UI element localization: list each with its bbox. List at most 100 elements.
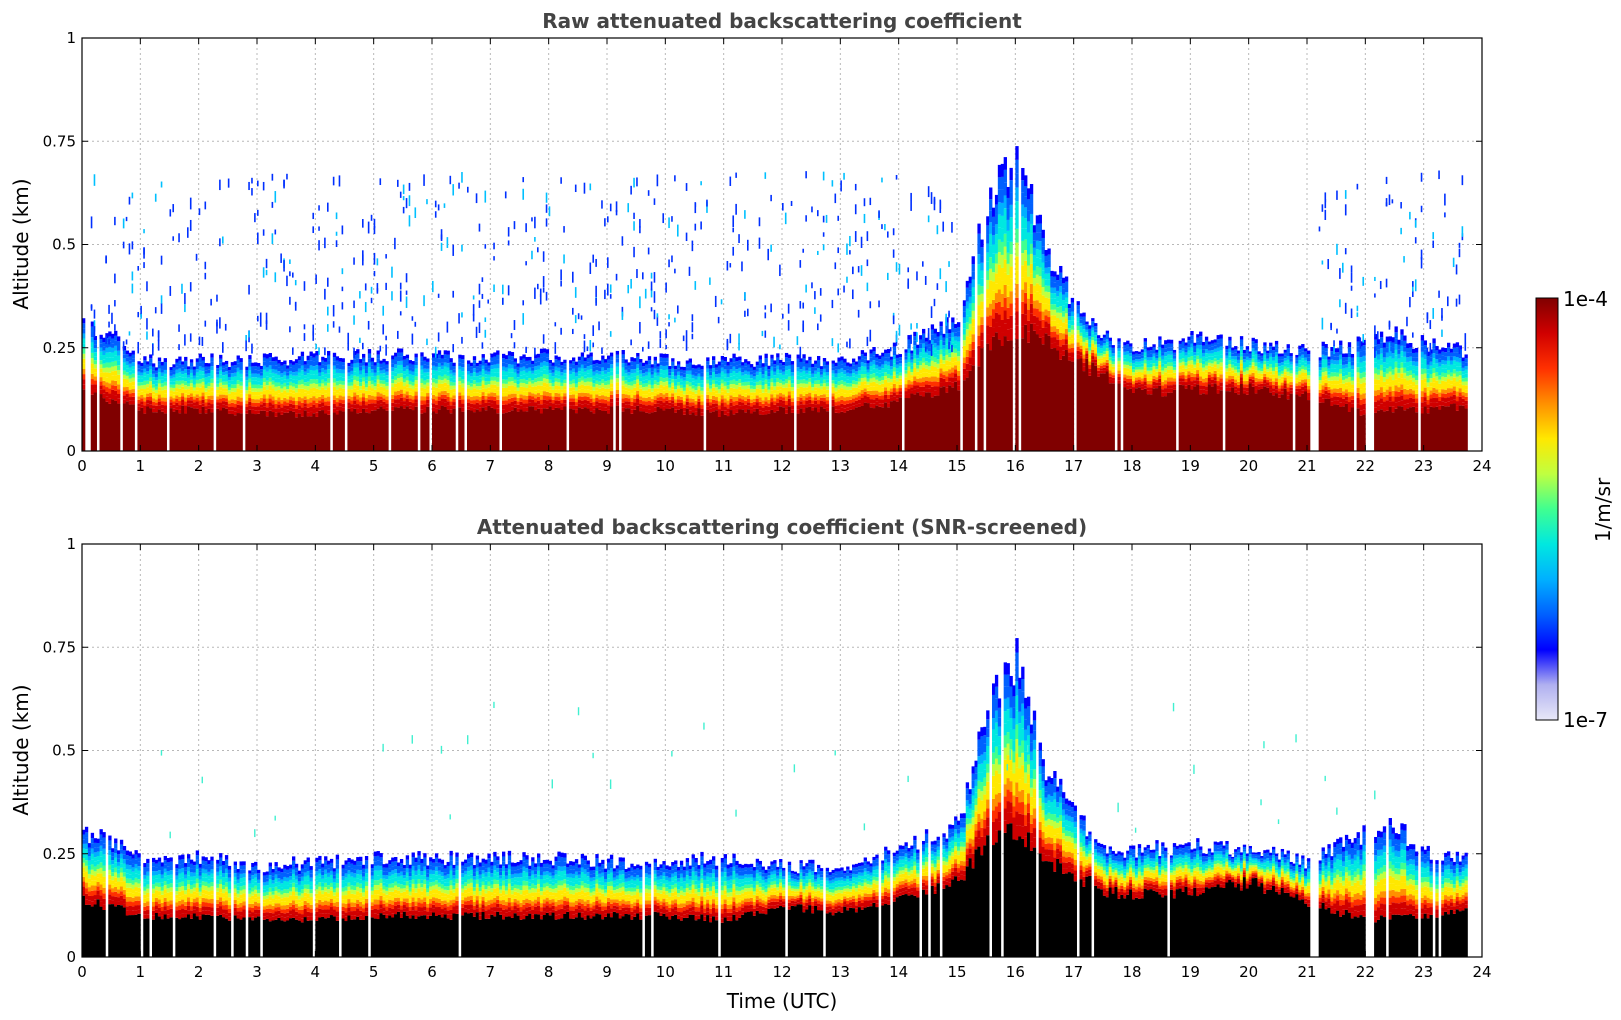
heatmap-cell (321, 406, 325, 411)
heatmap-cell (849, 250, 851, 255)
heatmap-cell (866, 393, 870, 397)
heatmap-cell (268, 398, 272, 403)
heatmap-cell (659, 361, 663, 366)
heatmap-cell (869, 403, 873, 408)
heatmap-cell (397, 348, 401, 353)
heatmap-cell (478, 386, 482, 390)
heatmap-cell (627, 381, 631, 386)
heatmap-cell (504, 359, 509, 364)
heatmap-cell (362, 357, 366, 362)
heatmap-cell (306, 394, 310, 400)
heatmap-cell (172, 364, 176, 368)
heatmap-cell (598, 402, 602, 407)
heatmap-cell (102, 393, 106, 399)
heatmap-cell (458, 377, 462, 381)
heatmap-cell (496, 354, 500, 360)
heatmap-cell (627, 398, 631, 402)
heatmap-cell (219, 378, 223, 383)
heatmap-cell (394, 383, 398, 388)
heatmap-cell (321, 398, 325, 403)
heatmap-cell (531, 389, 535, 394)
heatmap-cell (642, 383, 646, 388)
heatmap-cell (863, 373, 867, 378)
heatmap-cell (796, 354, 800, 359)
heatmap-cell (971, 279, 975, 288)
heatmap-cell (420, 369, 424, 375)
heatmap-cell (394, 391, 398, 396)
heatmap-cell (624, 376, 628, 381)
heatmap-cell (758, 217, 761, 227)
heatmap-cell (860, 382, 865, 387)
heatmap-cell (834, 402, 838, 406)
heatmap-cell (131, 373, 135, 378)
heatmap-cell (446, 401, 450, 406)
heatmap-cell (595, 363, 599, 367)
heatmap-cell (712, 391, 716, 396)
heatmap-cell (563, 393, 567, 397)
heatmap-cell (353, 350, 357, 356)
heatmap-cell (510, 393, 515, 398)
heatmap-cell (502, 353, 506, 359)
heatmap-cell (178, 413, 182, 451)
heatmap-cell (181, 370, 185, 375)
heatmap-cell (178, 380, 182, 385)
heatmap-cell (691, 405, 695, 410)
heatmap-cell (274, 395, 278, 400)
heatmap-cell (609, 398, 614, 403)
heatmap-cell (735, 408, 739, 413)
heatmap-cell (682, 390, 687, 395)
heatmap-cell (994, 243, 999, 254)
heatmap-cell (840, 384, 844, 389)
heatmap-cell (283, 367, 287, 372)
heatmap-cell (799, 361, 803, 366)
heatmap-cell (522, 374, 526, 379)
heatmap-cell (852, 365, 856, 370)
heatmap-cell (391, 379, 395, 384)
heatmap-cell (881, 352, 885, 357)
heatmap-cell (834, 373, 838, 378)
heatmap-cell (577, 396, 582, 401)
heatmap-cell (157, 394, 162, 399)
heatmap-cell (286, 368, 290, 373)
heatmap-cell (904, 356, 908, 360)
heatmap-cell (507, 385, 512, 391)
heatmap-cell (207, 363, 211, 367)
heatmap-cell (846, 410, 850, 451)
heatmap-cell (747, 395, 751, 399)
heatmap-cell (892, 388, 897, 393)
heatmap-cell (458, 313, 460, 324)
heatmap-cell (90, 347, 95, 353)
heatmap-cell (502, 413, 506, 451)
heatmap-cell (356, 390, 360, 395)
heatmap-cell (595, 390, 599, 395)
heatmap-cell (204, 402, 208, 407)
heatmap-cell (805, 377, 809, 381)
heatmap-cell (82, 323, 86, 329)
heatmap-cell (82, 358, 86, 364)
heatmap-cell (184, 413, 188, 451)
heatmap-cell (432, 386, 436, 391)
heatmap-cell (318, 393, 322, 397)
heatmap-cell (364, 373, 369, 377)
heatmap-cell (881, 372, 885, 377)
heatmap-cell (271, 408, 275, 413)
heatmap-cell (849, 366, 853, 371)
heatmap-cell (887, 365, 891, 370)
heatmap-cell (516, 404, 520, 409)
heatmap-cell (318, 365, 322, 370)
heatmap-cell (335, 410, 340, 415)
heatmap-cell (122, 395, 127, 400)
heatmap-cell (554, 389, 558, 393)
heatmap-cell (327, 369, 331, 374)
heatmap-cell (554, 377, 558, 382)
heatmap-cell (924, 357, 929, 362)
heatmap-cell (143, 405, 147, 410)
heatmap-cell (251, 391, 255, 396)
heatmap-cell (245, 400, 249, 404)
heatmap-cell (230, 365, 235, 370)
heatmap-cell (726, 377, 730, 382)
heatmap-cell (321, 410, 325, 451)
heatmap-cell (557, 400, 561, 405)
heatmap-cell (280, 396, 284, 400)
heatmap-cell (869, 382, 873, 387)
